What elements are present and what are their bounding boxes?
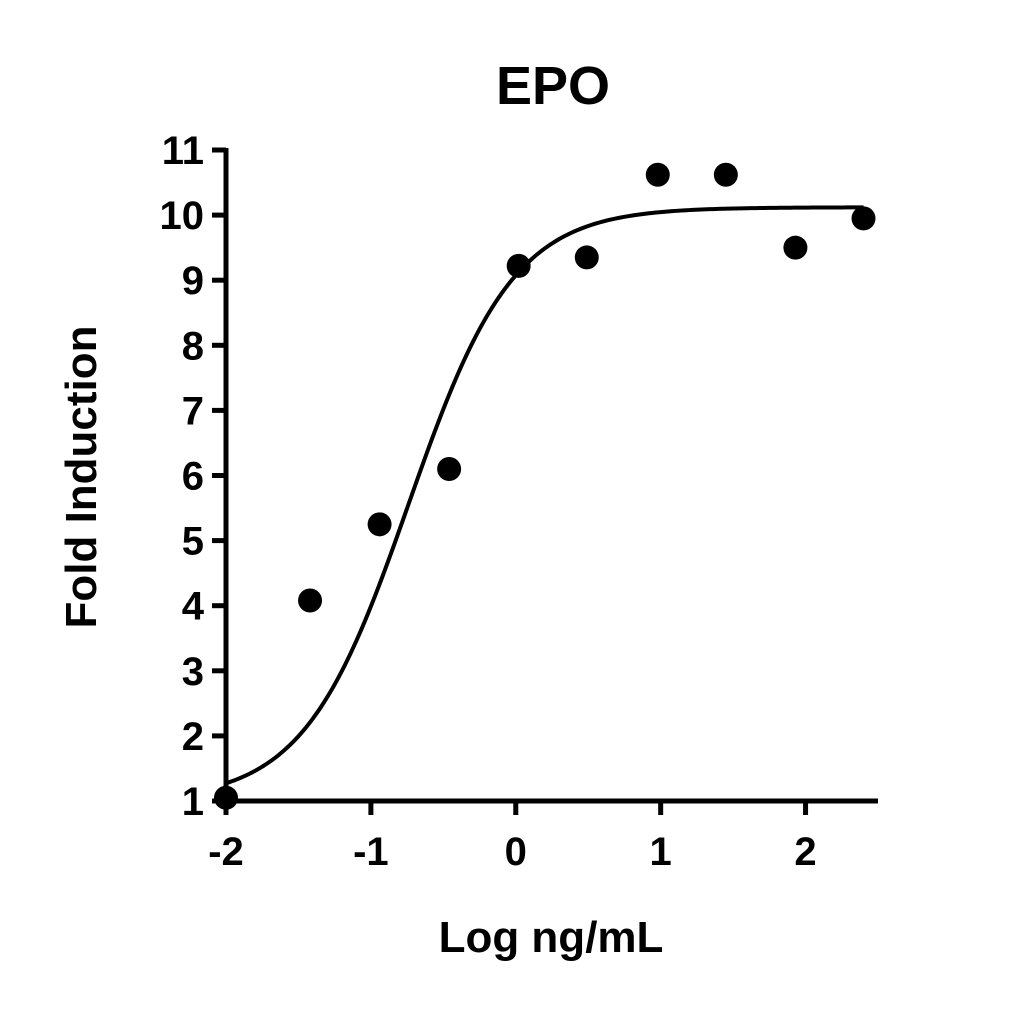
data-point <box>437 456 462 481</box>
y-tick-label: 9 <box>182 259 204 303</box>
x-tick-label: 2 <box>794 830 816 874</box>
data-point <box>214 785 238 810</box>
data-point <box>783 235 808 260</box>
y-tick-label: 8 <box>182 324 204 368</box>
y-tick-label: 2 <box>182 715 204 759</box>
data-point <box>713 162 738 187</box>
y-tick-label: 1 <box>182 780 204 824</box>
y-axis-label: Fold Induction <box>57 325 106 628</box>
y-tick-label: 6 <box>182 455 204 499</box>
data-points <box>214 162 876 810</box>
y-tick-label: 7 <box>182 389 204 433</box>
x-tick-label: -2 <box>208 830 244 874</box>
x-axis-label: Log ng/mL <box>439 913 664 962</box>
fit-curve <box>225 205 864 786</box>
data-point <box>506 253 531 278</box>
y-tick-label: 3 <box>182 650 204 694</box>
chart-title: EPO <box>496 56 610 116</box>
y-tick-label: 11 <box>162 129 204 173</box>
x-tick-label: 0 <box>505 830 527 874</box>
x-tick-label: -1 <box>353 830 389 874</box>
y-tick-label: 5 <box>182 520 204 564</box>
data-point <box>851 206 876 231</box>
data-point <box>367 512 392 537</box>
y-tick-label: 4 <box>182 585 205 629</box>
x-axis-ticks: -2 -1 0 1 2 <box>208 801 817 874</box>
x-tick-label: 1 <box>650 830 672 874</box>
y-tick-label: 10 <box>160 194 205 238</box>
y-axis-ticks: 1 2 3 4 5 6 7 8 9 10 11 <box>160 129 226 824</box>
data-point <box>298 588 323 613</box>
data-point <box>645 162 670 187</box>
data-point <box>574 245 599 270</box>
